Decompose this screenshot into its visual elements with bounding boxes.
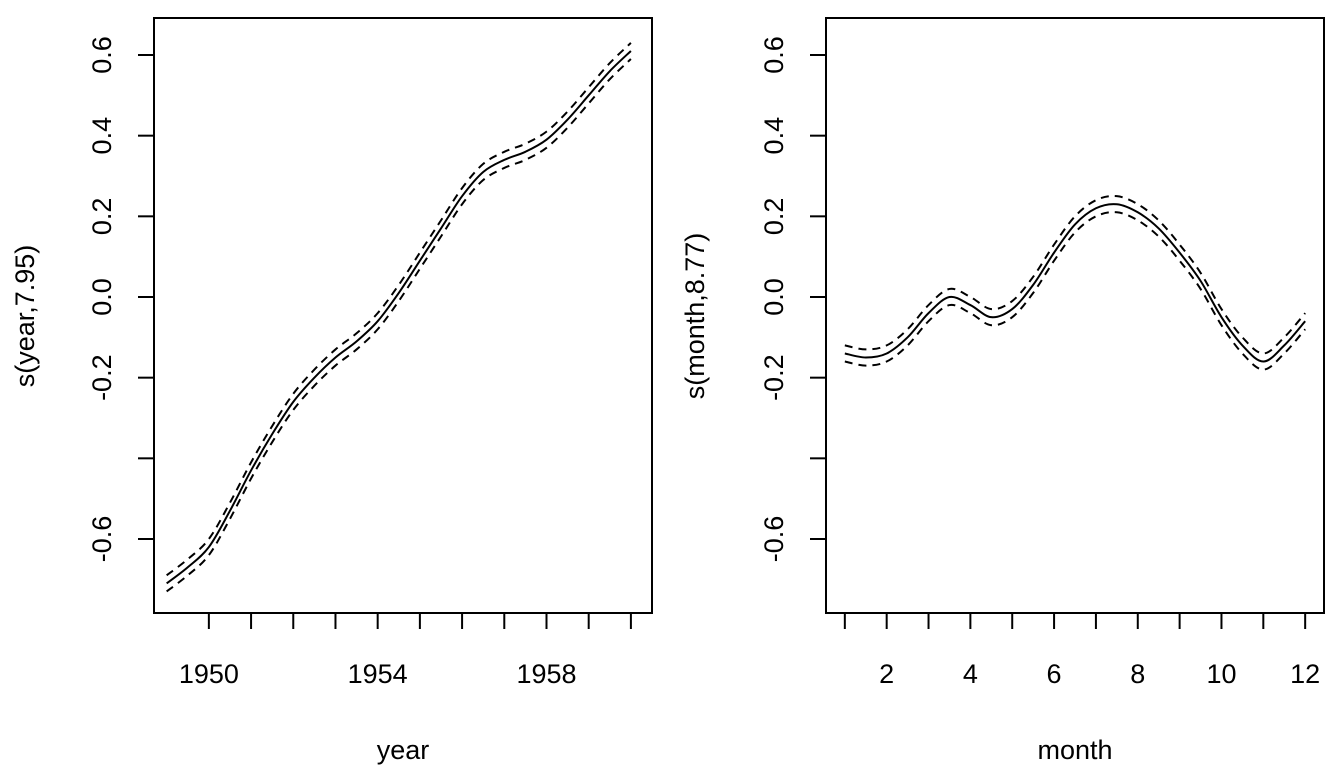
- year-y-tick-label: -0.2: [87, 354, 117, 401]
- month-smooth-line: [844, 203, 1306, 363]
- year-x-tick-label: 1954: [348, 659, 408, 689]
- month-x-tick-label: 6: [1047, 659, 1062, 689]
- year-y-tick-label: 0.0: [87, 278, 117, 316]
- year-y-tick-label: 0.4: [87, 117, 117, 155]
- month-y-tick-label: -0.6: [759, 516, 789, 563]
- month-y-tick-label: 0.0: [759, 278, 789, 316]
- month-y-axis-label: s(month,8.77): [680, 233, 710, 400]
- month-x-tick-label: 10: [1206, 659, 1236, 689]
- year-y-axis-label: s(year,7.95): [10, 245, 40, 388]
- month-x-axis-label: month: [1037, 735, 1112, 765]
- year-smooth-lines: [166, 42, 632, 593]
- year-lower-band-line: [166, 58, 632, 593]
- month-upper-band-line: [844, 195, 1306, 355]
- month-lower-band-line: [844, 211, 1306, 371]
- year-upper-band-line: [166, 42, 632, 577]
- month-x-axis: 2 4 6 8 10 12: [843, 612, 1320, 689]
- year-y-tick-label: 0.2: [87, 198, 117, 236]
- month-x-tick-label: 2: [879, 659, 894, 689]
- year-y-axis: -0.6 -0.2 0.0 0.2 0.4 0.6: [87, 36, 154, 562]
- month-y-tick-label: 0.2: [759, 198, 789, 236]
- month-smooth-lines: [844, 195, 1306, 371]
- month-y-tick-label: 0.6: [759, 36, 789, 74]
- month-y-axis: -0.6 -0.2 0.0 0.2 0.4 0.6: [759, 36, 826, 562]
- year-x-axis: 1950 1954 1958: [179, 612, 632, 689]
- year-x-tick-label: 1950: [179, 659, 239, 689]
- month-panel: 2 4 6 8 10 12 -0.6 -0.2 0.0 0.2 0.4 0.6 month s(mo…: [680, 17, 1325, 765]
- month-y-tick-label: 0.4: [759, 117, 789, 155]
- year-x-axis-label: year: [377, 735, 430, 765]
- year-y-tick-label: 0.6: [87, 36, 117, 74]
- year-panel: 1950 1954 1958 -0.6 -0.2 0.0 0.2 0.4 0.6 year s…: [10, 17, 653, 765]
- month-x-tick-label: 4: [963, 659, 978, 689]
- year-y-tick-label: -0.6: [87, 516, 117, 563]
- month-x-tick-label: 8: [1130, 659, 1145, 689]
- month-y-tick-label: -0.2: [759, 354, 789, 401]
- year-x-tick-label: 1958: [516, 659, 576, 689]
- year-smooth-line: [166, 50, 632, 585]
- month-x-tick-label: 12: [1290, 659, 1320, 689]
